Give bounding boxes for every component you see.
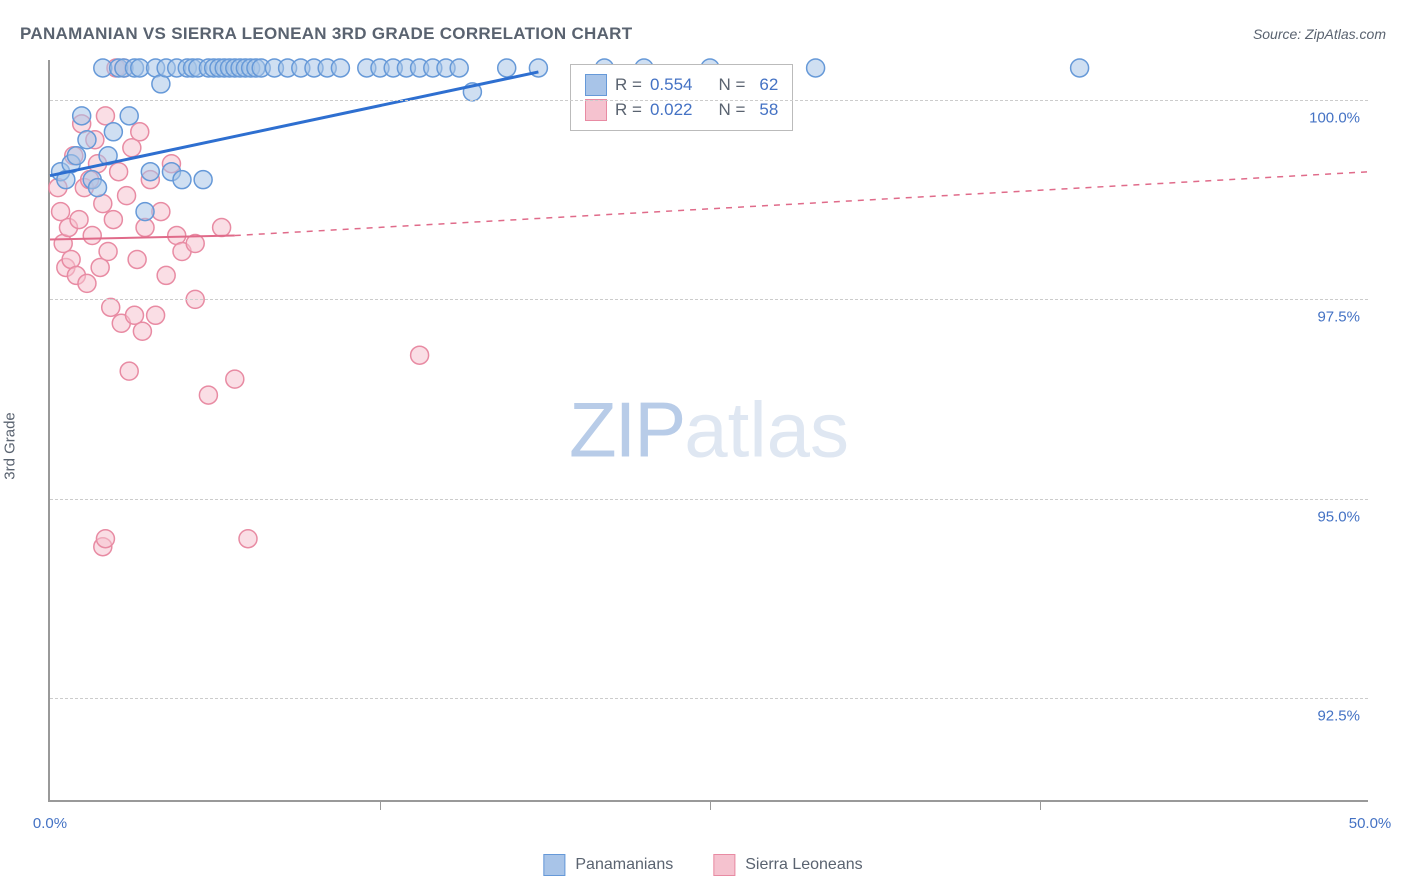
gridline	[50, 100, 1368, 101]
n-label-1: N =	[718, 100, 745, 120]
ytick-label: 100.0%	[1309, 109, 1360, 126]
scatter-point	[239, 530, 257, 548]
scatter-point	[141, 163, 159, 181]
scatter-point	[194, 171, 212, 189]
gridline	[50, 299, 1368, 300]
n-value-1: 58	[759, 100, 778, 120]
scatter-point	[128, 250, 146, 268]
scatter-point	[450, 59, 468, 77]
scatter-point	[96, 107, 114, 125]
xtick	[380, 800, 381, 810]
scatter-point	[89, 179, 107, 197]
ytick-label: 92.5%	[1317, 708, 1360, 725]
r-label-0: R =	[615, 75, 642, 95]
n-value-0: 62	[759, 75, 778, 95]
scatter-point	[498, 59, 516, 77]
trend-line-dashed	[235, 172, 1370, 236]
scatter-point	[52, 203, 70, 221]
scatter-point	[110, 163, 128, 181]
gridline	[50, 499, 1368, 500]
scatter-point	[78, 274, 96, 292]
r-value-1: 0.022	[650, 100, 693, 120]
legend-label-0: Panamanians	[575, 856, 673, 874]
scatter-point	[102, 298, 120, 316]
xtick	[1040, 800, 1041, 810]
scatter-point	[104, 123, 122, 141]
n-label-0: N =	[718, 75, 745, 95]
legend-item-0: Panamanians	[543, 854, 673, 876]
scatter-point	[1071, 59, 1089, 77]
gridline	[50, 698, 1368, 699]
stats-swatch-0	[585, 74, 607, 96]
scatter-point	[120, 362, 138, 380]
scatter-point	[125, 306, 143, 324]
y-axis-label: 3rd Grade	[2, 412, 19, 480]
xtick	[710, 800, 711, 810]
legend-swatch-1	[713, 854, 735, 876]
chart-title: PANAMANIAN VS SIERRA LEONEAN 3RD GRADE C…	[20, 24, 632, 44]
scatter-point	[99, 242, 117, 260]
trend-line	[50, 72, 538, 176]
scatter-point	[136, 203, 154, 221]
scatter-point	[133, 322, 151, 340]
scatter-point	[78, 131, 96, 149]
scatter-point	[157, 266, 175, 284]
source-label: Source: ZipAtlas.com	[1253, 26, 1386, 42]
scatter-point	[807, 59, 825, 77]
r-label-1: R =	[615, 100, 642, 120]
plot-svg	[50, 60, 1368, 800]
scatter-point	[118, 187, 136, 205]
scatter-point	[70, 211, 88, 229]
scatter-point	[73, 107, 91, 125]
r-value-0: 0.554	[650, 75, 693, 95]
stats-swatch-1	[585, 99, 607, 121]
xtick-label: 0.0%	[33, 815, 67, 832]
scatter-point	[96, 530, 114, 548]
scatter-point	[411, 346, 429, 364]
ytick-label: 95.0%	[1317, 508, 1360, 525]
scatter-point	[213, 219, 231, 237]
scatter-point	[226, 370, 244, 388]
scatter-point	[331, 59, 349, 77]
scatter-point	[120, 107, 138, 125]
scatter-point	[147, 306, 165, 324]
legend-item-1: Sierra Leoneans	[713, 854, 862, 876]
stats-row-1: R = 0.022 N = 58	[585, 99, 778, 121]
xtick-label: 50.0%	[1349, 815, 1392, 832]
scatter-point	[123, 139, 141, 157]
scatter-point	[173, 171, 191, 189]
scatter-point	[67, 147, 85, 165]
ytick-label: 97.5%	[1317, 309, 1360, 326]
legend-swatch-0	[543, 854, 565, 876]
plot-area: ZIPatlas R = 0.554 N = 62 R = 0.022 N = …	[48, 60, 1368, 802]
scatter-point	[83, 227, 101, 245]
scatter-point	[131, 123, 149, 141]
scatter-point	[91, 258, 109, 276]
stats-row-0: R = 0.554 N = 62	[585, 74, 778, 96]
bottom-legend: Panamanians Sierra Leoneans	[543, 854, 862, 876]
stats-legend-box: R = 0.554 N = 62 R = 0.022 N = 58	[570, 64, 793, 131]
scatter-point	[104, 211, 122, 229]
legend-label-1: Sierra Leoneans	[745, 856, 862, 874]
scatter-point	[199, 386, 217, 404]
